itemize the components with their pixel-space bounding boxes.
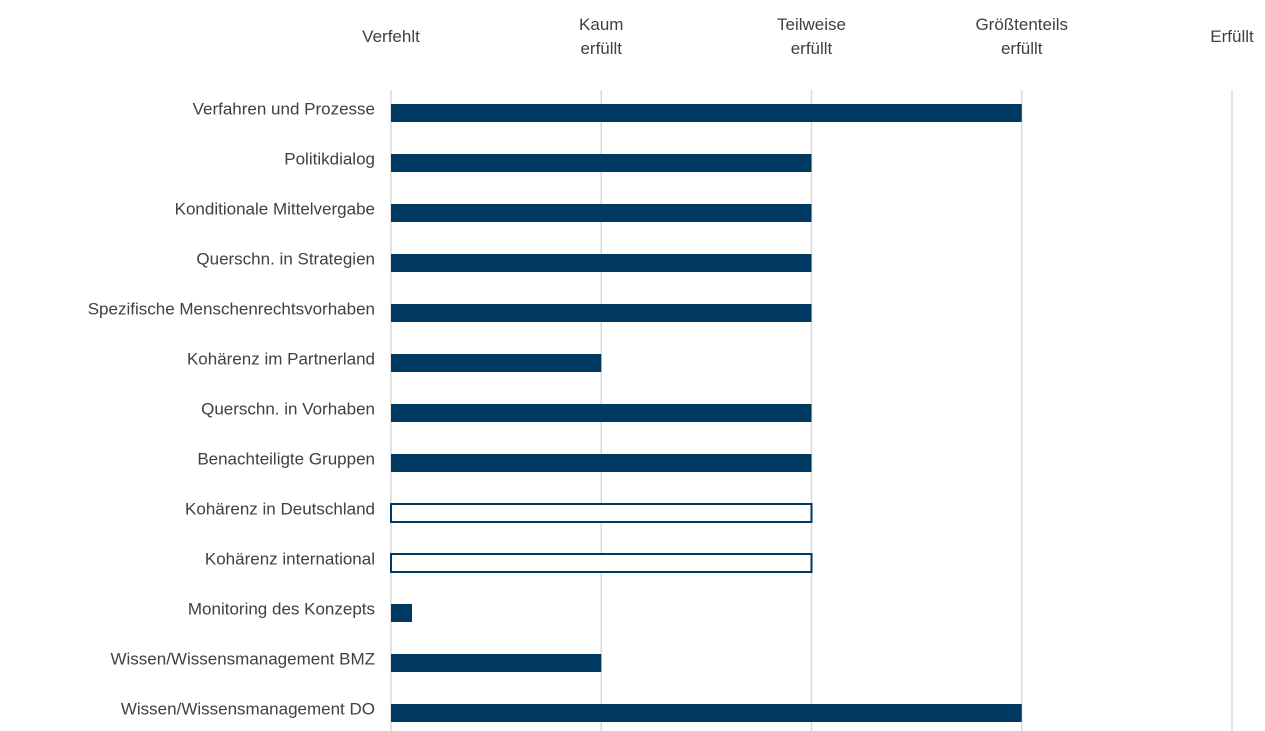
y-tick-label: Querschn. in Strategien [196,249,375,268]
y-tick-label: Kohärenz im Partnerland [187,349,375,368]
x-tick-label: Teilweise erfüllt [777,15,846,58]
bar [391,604,413,622]
x-tick-label: Erfüllt [1210,27,1254,46]
y-tick-label: Kohärenz in Deutschland [185,499,375,518]
y-tick-label: Wissen/Wissensmanagement DO [121,699,375,718]
bar [390,503,813,523]
y-tick-label: Monitoring des Konzepts [188,599,375,618]
y-tick-label: Benachteiligte Gruppen [197,449,375,468]
bar [391,304,812,322]
y-tick-label: Verfahren und Prozesse [193,99,375,118]
bar [391,254,812,272]
bar [391,404,812,422]
bar [391,154,812,172]
bar [391,204,812,222]
x-tick-label: Verfehlt [362,27,420,46]
x-tick-label: Kaum erfüllt [579,15,624,58]
bar [391,704,1022,722]
y-tick-label: Konditionale Mittelvergabe [175,199,375,218]
y-tick-label: Politikdialog [284,149,375,168]
bar [390,553,813,573]
bar [391,654,602,672]
bar [391,104,1022,122]
y-tick-label: Spezifische Menschenrechtsvorhaben [88,299,375,318]
bar [391,354,602,372]
y-tick-label: Querschn. in Vorhaben [201,399,375,418]
bar [391,454,812,472]
y-tick-label: Wissen/Wissensmanagement BMZ [110,649,375,668]
y-tick-label: Kohärenz international [205,549,375,568]
x-tick-label: Größtenteils erfüllt [975,15,1069,58]
